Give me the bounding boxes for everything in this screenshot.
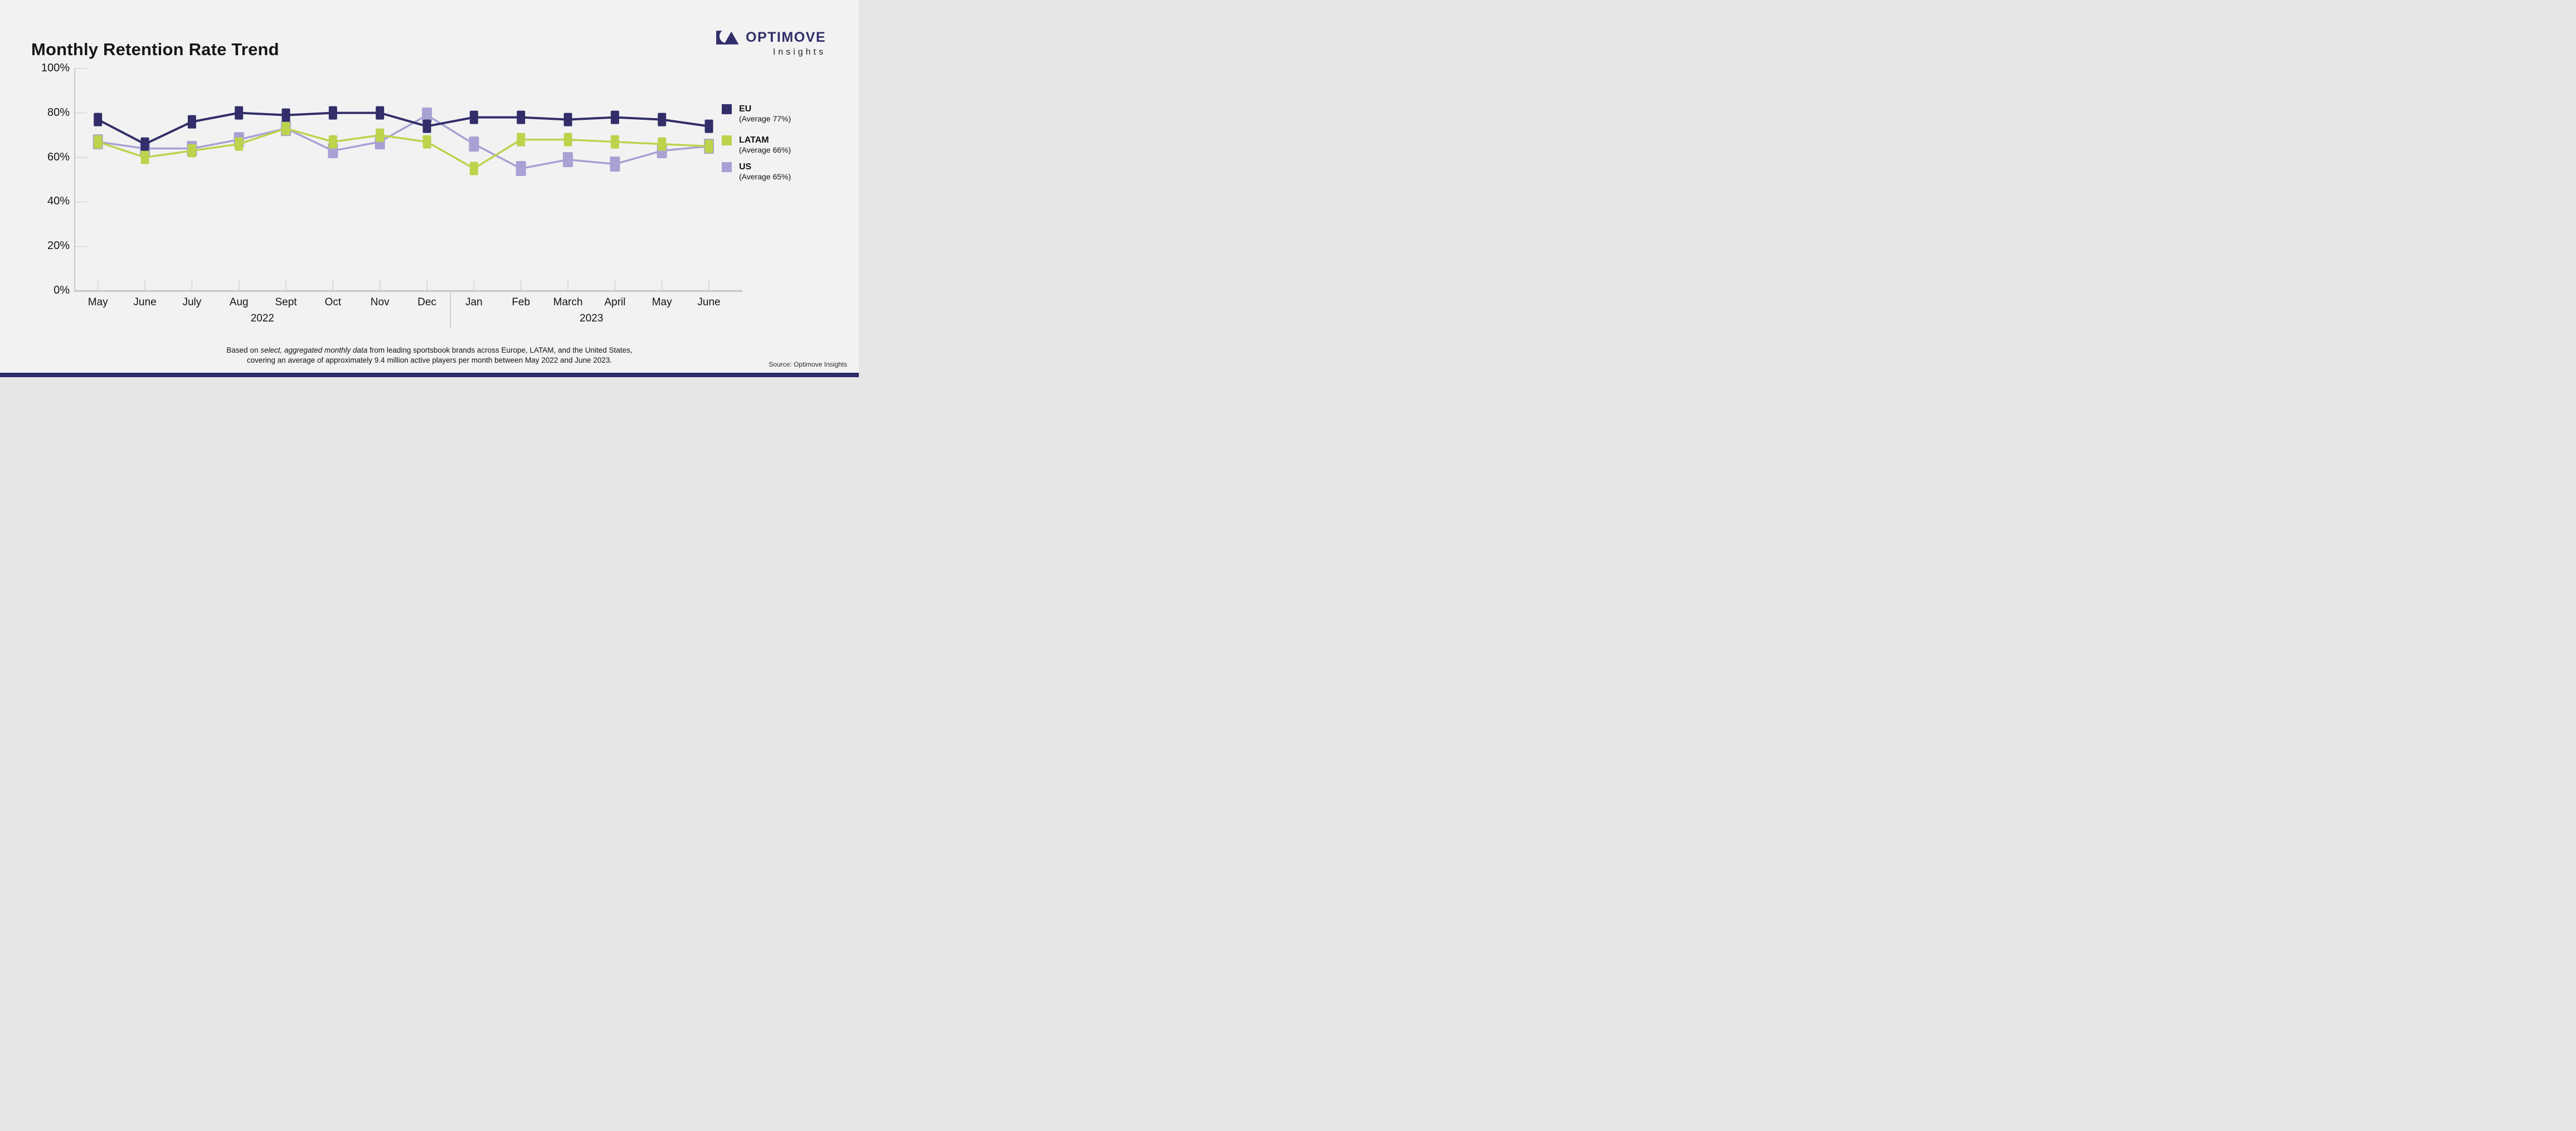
footer-note-line2: covering an average of approximately 9.4… — [246, 355, 613, 364]
series-marker-latam — [281, 121, 290, 135]
optimove-logo-mark-icon — [716, 29, 739, 45]
series-marker-eu — [281, 108, 290, 122]
footer-note-line1: Based on select, aggregated monthly data… — [226, 346, 633, 354]
legend-swatch-us — [722, 162, 732, 172]
series-line-eu — [97, 111, 709, 145]
x-axis-label: March — [553, 296, 583, 308]
bottom-accent-bar — [0, 373, 859, 377]
series-marker-eu — [140, 137, 149, 151]
legend-swatch-latam — [722, 135, 732, 145]
legend-item-us: US (Average 65%) — [722, 162, 791, 182]
series-marker-eu — [610, 110, 619, 124]
legend-label-eu: EU — [739, 104, 752, 114]
series-marker-latam — [94, 135, 103, 149]
series-marker-us — [422, 108, 432, 123]
series-marker-latam — [610, 135, 619, 149]
series-marker-latam — [704, 139, 713, 153]
x-axis-label: Nov — [370, 296, 390, 308]
series-marker-us — [516, 161, 526, 177]
series-marker-latam — [422, 135, 431, 149]
y-axis-label: 100% — [41, 61, 70, 74]
legend-item-eu: EU (Average 77%) — [722, 104, 791, 124]
y-axis-label: 60% — [47, 150, 70, 163]
x-axis-label: Sept — [275, 296, 297, 308]
series-marker-eu — [563, 113, 572, 126]
brand-name: OPTIMOVE — [746, 30, 826, 45]
brand-subtitle: Insights — [772, 47, 826, 57]
x-axis-label: June — [133, 296, 157, 308]
legend-sub-latam: (Average 66%) — [739, 145, 791, 154]
x-axis-label: June — [697, 296, 721, 308]
series-marker-eu — [704, 119, 713, 133]
y-axis-label: 20% — [47, 240, 70, 252]
chart-title: Monthly Retention Rate Trend — [31, 39, 279, 59]
series-marker-eu — [235, 106, 244, 120]
series-marker-latam — [235, 137, 244, 151]
x-axis-label: Aug — [229, 296, 249, 308]
x-axis-label: Jan — [465, 296, 483, 308]
x-axis-label: May — [652, 296, 672, 308]
legend-sub-eu: (Average 77%) — [739, 114, 791, 123]
legend-label-us: US — [739, 162, 752, 172]
series-marker-latam — [328, 135, 337, 149]
series-marker-us — [469, 136, 479, 152]
x-axis-label: July — [182, 296, 202, 308]
x-axis-label: May — [88, 296, 108, 308]
legend-label-latam: LATAM — [739, 135, 769, 145]
series-marker-eu — [376, 106, 385, 120]
series-marker-eu — [469, 110, 478, 124]
legend-swatch-eu — [722, 104, 732, 114]
series-line-latam — [98, 127, 709, 170]
legend-sub-us: (Average 65%) — [739, 172, 791, 181]
series-marker-latam — [187, 144, 196, 158]
series-marker-us — [610, 157, 620, 172]
series-marker-eu — [328, 106, 337, 120]
y-axis-label: 40% — [47, 195, 70, 208]
line-chart-plot-area — [74, 67, 742, 329]
series-marker-latam — [376, 128, 385, 142]
series-marker-us — [563, 152, 573, 168]
legend-item-latam: LATAM (Average 66%) — [722, 135, 791, 155]
series-marker-latam — [517, 133, 526, 147]
series-marker-latam — [140, 150, 149, 164]
series-marker-latam — [469, 162, 478, 176]
series-line-us — [98, 114, 709, 170]
x-axis-label: Oct — [324, 296, 342, 308]
series-marker-latam — [658, 137, 667, 151]
x-axis-label: Dec — [417, 296, 436, 308]
year-label: 2022 — [250, 313, 274, 324]
series-marker-eu — [94, 113, 103, 126]
y-axis-label: 0% — [54, 284, 70, 297]
brand-logo: OPTIMOVE Insights — [716, 29, 826, 57]
footer-note: Based on select, aggregated monthly data… — [0, 345, 859, 365]
series-marker-eu — [517, 110, 526, 124]
year-label: 2023 — [580, 313, 604, 324]
series-marker-eu — [187, 115, 196, 129]
y-axis-label: 80% — [47, 106, 70, 119]
series-marker-eu — [658, 113, 667, 126]
infographic-canvas: Monthly Retention Rate Trend OPTIMOVE In… — [0, 0, 859, 377]
series-marker-latam — [563, 133, 572, 147]
source-note: Source: Optimove Insights — [769, 360, 847, 368]
series-marker-eu — [422, 119, 431, 133]
x-axis-label: Feb — [512, 296, 531, 308]
x-axis-label: April — [604, 296, 626, 308]
